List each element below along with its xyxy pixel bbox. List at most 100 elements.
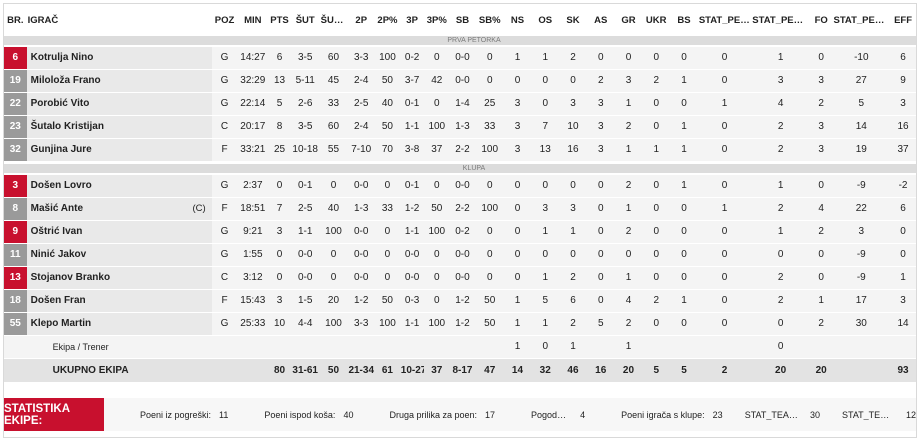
player-row[interactable]: 32 Gunjina Jure F 33:21 25 10-18 55 7-10 70 3-8 37… [4,138,916,162]
stat-bs: 1 [670,115,698,139]
stat-p3p: 100 [424,312,450,336]
stat-pf: 0 [697,115,752,139]
stat-eff: 3 [890,92,916,116]
player-row[interactable]: 6 Kotrulja Nino G 14:27 6 3-5 60 3-3 100 0-2 0 0-0 0… [4,46,916,70]
stat-bs: 0 [670,243,698,267]
team-total-pfd: 20 [751,358,810,383]
player-name[interactable]: Porobić Vito [26,92,212,116]
stat-eff: 16 [890,115,916,139]
player-row[interactable]: 18 Došen Fran F 15:43 3 1-5 20 1-2 50 0-3 0 1-2 50 1 5… [4,289,916,313]
team-total-ns: 14 [503,358,532,383]
player-name[interactable]: Ninić Jakov [26,243,212,267]
player-name-text[interactable]: Ninić Jakov [30,249,87,260]
team-total-sut: 31-61 [290,358,320,383]
col-header-pts: PTS [270,14,289,26]
stat-pm: -9 [832,174,891,198]
player-name-text[interactable]: Gunjina Jure [30,144,92,155]
player-name-text[interactable]: Došen Fran [30,295,86,306]
player-name[interactable]: Klepo Martin [26,312,212,336]
player-row[interactable]: 11 Ninić Jakov G 1:55 0 0-0 0 0-0 0 0-0 0 0-0 0 0 0 0 0 0… [4,243,916,267]
stat-pm: 3 [832,220,891,244]
player-name[interactable]: Kotrulja Nino [26,46,212,70]
stat-fo: 2 [809,92,833,116]
team-total-os: 32 [531,358,560,383]
player-row[interactable]: 23 Šutalo Kristijan C 20:17 8 3-5 60 2-4 50 1-1 10… [4,115,916,139]
team-total-as: 16 [586,358,615,383]
stat-sk: 10 [559,115,587,139]
col-header-ns: NS [510,14,525,26]
player-name-text[interactable]: Šutalo Kristijan [30,121,104,132]
player-name-text[interactable]: Kotrulja Nino [30,52,94,63]
player-name-text[interactable]: Stojanov Branko [30,272,111,283]
player-name[interactable]: Došen Lovro [26,174,212,198]
col-header-as: AS [594,14,608,26]
stat-min: 14:27 [237,46,269,70]
captain-badge: (C) [192,203,206,214]
stat-gr: 2 [614,312,643,336]
player-name-text[interactable]: Klepo Martin [30,318,92,329]
player-name[interactable]: Mašić Ante (C) [26,197,212,221]
stat-bs: 0 [670,220,698,244]
stat-pts: 0 [268,174,291,198]
stat-ns: 1 [503,289,532,313]
team-stats-title: STATISTIKA EKIPE: [4,398,104,431]
stat-fo: 2 [809,312,833,336]
stat-bs: 1 [670,69,698,93]
stat-sbp: 25 [475,92,504,116]
player-name[interactable]: Miloloža Frano [26,69,212,93]
team-total-3p: 10-27 [399,358,425,383]
player-name[interactable]: Gunjina Jure [26,138,212,162]
player-name-text[interactable]: Došen Lovro [30,180,92,191]
player-row[interactable]: 55 Klepo Martin G 25:33 10 4-4 100 3-3 100 1-1 100… [4,312,916,336]
stat-sbp: 100 [475,197,504,221]
stat-eff: -2 [890,174,916,198]
stat-ukr: 1 [642,138,671,162]
player-name[interactable]: Stojanov Branko [26,266,212,290]
team-stat-fastbreak-value: 4 [572,410,585,420]
col-header-2p: 2P [355,14,368,26]
player-row[interactable]: 9 Oštrić Ivan G 9:21 3 1-1 100 0-0 0 1-1 100 0-2 0 0 1… [4,220,916,244]
stat-pm: -10 [832,46,891,70]
stat-pf: 0 [697,138,752,162]
stat-sbp: 0 [475,46,504,70]
player-name[interactable]: Došen Fran [26,289,212,313]
stat-p2p: 33 [375,197,400,221]
stat-sb: 2-2 [449,138,476,162]
stat-fo: 1 [809,289,833,313]
stat-pf: 0 [697,69,752,93]
player-row[interactable]: 22 Porobić Vito G 22:14 5 2-6 33 2-5 40 0-1 0 1-4 25… [4,92,916,116]
stat-p3p: 42 [424,69,450,93]
stat-p3p: 0 [424,266,450,290]
team-total-pf: 2 [697,358,752,383]
stat-pfd: 2 [751,115,810,139]
player-name-text[interactable]: Oštrić Ivan [30,226,83,237]
stat-sutp: 45 [319,69,348,93]
section-label-bench: KLUPA [4,164,916,173]
stat-sk: 16 [559,138,587,162]
player-name-text[interactable]: Porobić Vito [30,98,90,109]
team-stat-biggest-lead-value: 30 [802,410,820,420]
player-name-text[interactable]: Miloloža Frano [30,75,101,86]
stat-os: 7 [531,115,560,139]
stat-gr: 3 [614,69,643,93]
stat-p3p: 0 [424,289,450,313]
player-row[interactable]: 8 Mašić Ante (C) F 18:51 7 2-5 40 1-3 33 1-2 50 2-2 1… [4,197,916,221]
player-name-text[interactable]: Mašić Ante [30,203,84,214]
stat-p3: 0-1 [399,92,425,116]
player-row[interactable]: 13 Stojanov Branko C 3:12 0 0-0 0 0-0 0 0-0 0 0-0 0 0… [4,266,916,290]
stat-p2p: 50 [375,289,400,313]
team-stat-second-chance: Druga prilika za poen: 17 [389,410,495,420]
stat-bs: 0 [670,312,698,336]
stat-min: 20:17 [237,115,269,139]
col-header-sb-pct: SB% [478,14,501,26]
player-row[interactable]: 3 Došen Lovro G 2:37 0 0-1 0 0-0 0 0-1 0 0-0 0 0 0 0 0 2 0… [4,174,916,198]
stat-pos: G [211,312,238,336]
stat-sbp: 0 [475,174,504,198]
team-stat-label: Pogodak iz kontranapada: [531,409,567,420]
player-name[interactable]: Šutalo Kristijan [26,115,212,139]
stat-p3p: 50 [424,197,450,221]
player-name[interactable]: Oštrić Ivan [26,220,212,244]
stat-pos: C [211,266,238,290]
player-row[interactable]: 19 Miloloža Frano G 32:29 13 5-11 45 2-4 50 3-7 42… [4,69,916,93]
team-stat-paint-points: Poeni ispod koša: 40 [264,410,353,420]
